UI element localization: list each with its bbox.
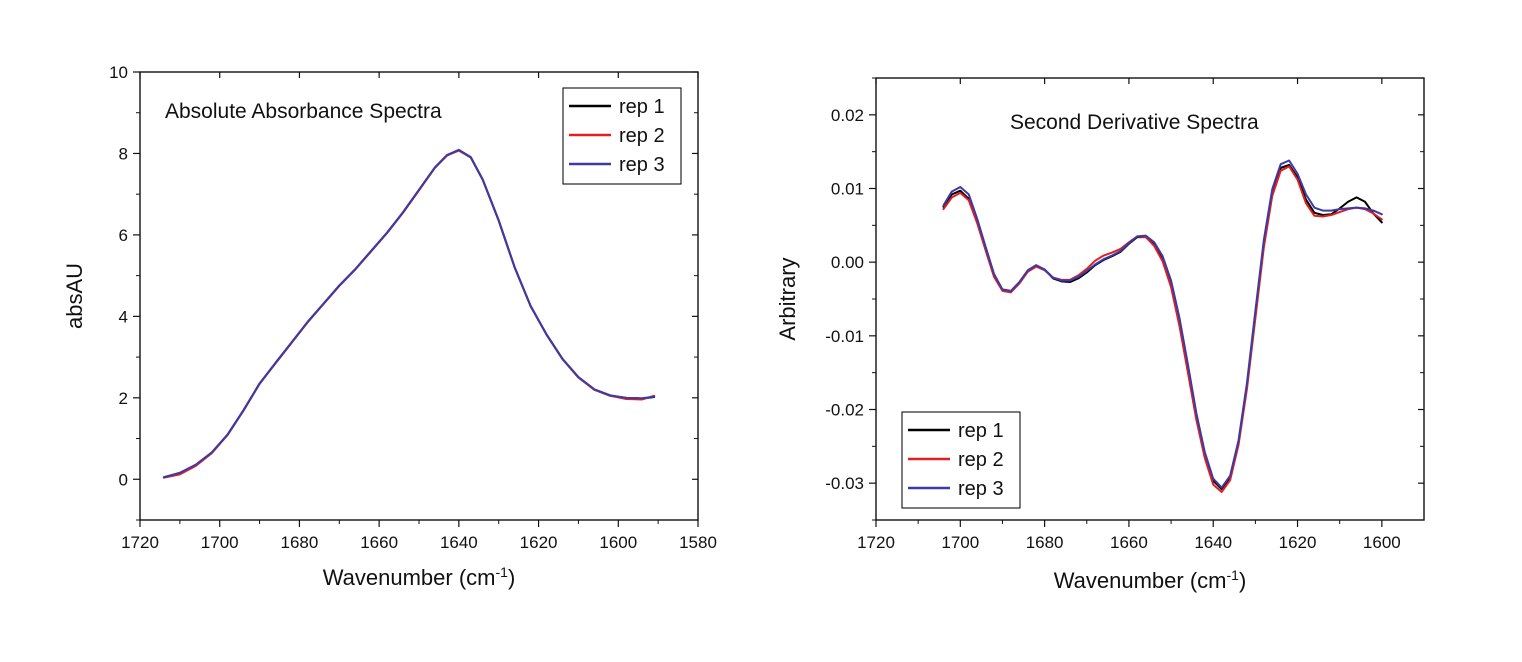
x-axis-title-sup: -1	[1227, 567, 1240, 583]
y-tick-label: -0.02	[825, 401, 864, 420]
x-tick-label: 1700	[201, 533, 239, 552]
y-tick-label: 2	[119, 389, 128, 408]
x-tick-label: 1660	[360, 533, 398, 552]
legend: rep 1 rep 2 rep 3	[901, 411, 1021, 509]
series-line-rep-1	[162, 149, 656, 479]
x-axis-title-sup: -1	[496, 564, 509, 580]
x-axis-title-end: )	[1239, 568, 1246, 593]
absorbance-chart: 1720 1700 1680 1660 1640 1620 1600 1580 0 2 4 6 8 10 A…	[62, 63, 717, 590]
chart-title: Second Derivative Spectra	[1010, 111, 1259, 134]
legend-label-rep-1: rep 1	[619, 96, 665, 118]
x-axis-title: Wavenumber (cm-1)	[1054, 567, 1247, 593]
x-tick-label: 1660	[1110, 533, 1148, 552]
legend-label-rep-1: rep 1	[958, 420, 1004, 442]
x-tick-label: 1580	[679, 533, 717, 552]
y-tick-label: -0.01	[825, 327, 864, 346]
x-tick-label: 1720	[121, 533, 159, 552]
x-tick-label: 1620	[1279, 533, 1317, 552]
y-tick-label: 0.00	[831, 253, 864, 272]
legend-label-rep-2: rep 2	[619, 125, 665, 147]
y-tick-label: -0.03	[825, 474, 864, 493]
series-line-rep-3	[162, 148, 656, 479]
x-tick-label: 1600	[1363, 533, 1401, 552]
x-tick-label: 1600	[599, 533, 637, 552]
y-tick-label: 0	[119, 470, 128, 489]
legend-label-rep-3: rep 3	[958, 478, 1004, 500]
x-axis-title-main: Wavenumber (cm	[323, 565, 496, 590]
second-derivative-chart: 1720 1700 1680 1660 1640 1620 1600 -0.03 -0.02 -0…	[775, 77, 1425, 593]
x-tick-label: 1640	[440, 533, 478, 552]
chart-title: Absolute Absorbance Spectra	[165, 100, 442, 123]
x-tick-label: 1680	[281, 533, 319, 552]
legend-label-rep-2: rep 2	[958, 449, 1004, 471]
x-tick-label: 1680	[1026, 533, 1064, 552]
series-line-rep-2	[162, 149, 656, 479]
x-axis-title-main: Wavenumber (cm	[1054, 568, 1227, 593]
legend: rep 1 rep 2 rep 3	[562, 87, 682, 185]
x-tick-label: 1700	[941, 533, 979, 552]
x-axis-title: Wavenumber (cm-1)	[323, 564, 516, 590]
y-tick-label: 0.02	[831, 106, 864, 125]
y-tick-label: 6	[119, 226, 128, 245]
x-tick-label: 1720	[857, 533, 895, 552]
y-tick-label: 4	[119, 307, 128, 326]
y-axis-title: absAU	[62, 263, 87, 329]
y-tick-label: 8	[119, 144, 128, 163]
y-axis-title: Arbitrary	[775, 257, 800, 340]
x-axis-title-end: )	[508, 565, 515, 590]
series-line-rep-2	[942, 165, 1383, 494]
y-tick-label: 0.01	[831, 180, 864, 199]
x-tick-label: 1620	[520, 533, 558, 552]
series-line-rep-3	[942, 159, 1383, 489]
y-tick-label: 10	[109, 63, 128, 82]
legend-label-rep-3: rep 3	[619, 154, 665, 176]
x-tick-label: 1640	[1194, 533, 1232, 552]
